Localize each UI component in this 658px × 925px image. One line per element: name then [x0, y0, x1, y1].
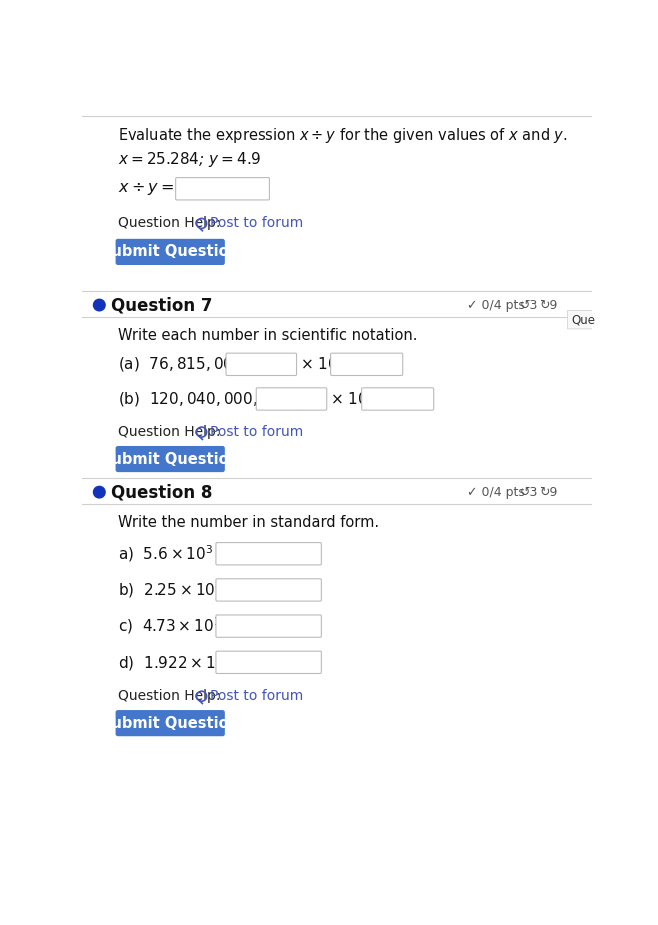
FancyBboxPatch shape — [362, 388, 434, 410]
FancyBboxPatch shape — [116, 710, 225, 736]
Text: Post to forum: Post to forum — [210, 689, 303, 703]
Text: ✓ 0/4 pts: ✓ 0/4 pts — [467, 299, 525, 312]
Circle shape — [93, 300, 105, 311]
Text: Question 8: Question 8 — [111, 483, 213, 501]
Text: Submit Question: Submit Question — [101, 244, 240, 259]
Text: Post to forum: Post to forum — [210, 426, 303, 439]
FancyBboxPatch shape — [176, 178, 269, 200]
Text: Post to forum: Post to forum — [210, 216, 303, 230]
Text: $\times$ 10^: $\times$ 10^ — [330, 391, 380, 407]
Text: Write the number in standard form.: Write the number in standard form. — [118, 515, 379, 530]
Text: Evaluate the expression $x \div y$ for the given values of $x$ and $y$.: Evaluate the expression $x \div y$ for t… — [118, 126, 568, 145]
Text: ↻9: ↻9 — [540, 486, 558, 499]
Text: Question Help:: Question Help: — [118, 426, 220, 439]
FancyBboxPatch shape — [216, 543, 321, 565]
FancyBboxPatch shape — [216, 651, 321, 673]
FancyBboxPatch shape — [116, 239, 225, 265]
Text: Que: Que — [571, 314, 595, 327]
FancyBboxPatch shape — [330, 353, 403, 376]
Text: Submit Question: Submit Question — [101, 716, 240, 731]
Text: (a)  $76,815,000$  =: (a) $76,815,000$ = — [118, 355, 265, 374]
Text: d)  $1.922 \times 10^{12}$ =: d) $1.922 \times 10^{12}$ = — [118, 652, 257, 672]
Text: (b)  $120,040,000,000$  =: (b) $120,040,000,000$ = — [118, 390, 312, 408]
Text: ✓ 0/4 pts: ✓ 0/4 pts — [467, 486, 525, 499]
Circle shape — [93, 487, 105, 498]
FancyBboxPatch shape — [226, 353, 297, 376]
Text: a)  $5.6 \times 10^3$ =: a) $5.6 \times 10^3$ = — [118, 543, 231, 564]
FancyBboxPatch shape — [256, 388, 327, 410]
Text: Submit Question: Submit Question — [101, 451, 240, 466]
Text: ↺3: ↺3 — [520, 486, 538, 499]
FancyBboxPatch shape — [116, 446, 225, 472]
Text: $x \div y =$: $x \div y =$ — [118, 180, 174, 197]
Text: Question Help:: Question Help: — [118, 689, 220, 703]
Text: ↺3: ↺3 — [520, 299, 538, 312]
Text: b)  $2.25 \times 10^8$ =: b) $2.25 \times 10^8$ = — [118, 580, 240, 600]
Text: ↻9: ↻9 — [540, 299, 558, 312]
Text: $\times$ 10^: $\times$ 10^ — [300, 356, 350, 373]
Text: Question Help:: Question Help: — [118, 216, 220, 230]
Text: Question 7: Question 7 — [111, 296, 213, 314]
FancyBboxPatch shape — [216, 615, 321, 637]
FancyBboxPatch shape — [567, 311, 598, 329]
Text: c)  $4.73 \times 10^1$ =: c) $4.73 \times 10^1$ = — [118, 616, 238, 636]
Text: Write each number in scientific notation.: Write each number in scientific notation… — [118, 327, 417, 342]
Text: $x = 25.284$; $y = 4.9$: $x = 25.284$; $y = 4.9$ — [118, 150, 261, 169]
FancyBboxPatch shape — [216, 579, 321, 601]
